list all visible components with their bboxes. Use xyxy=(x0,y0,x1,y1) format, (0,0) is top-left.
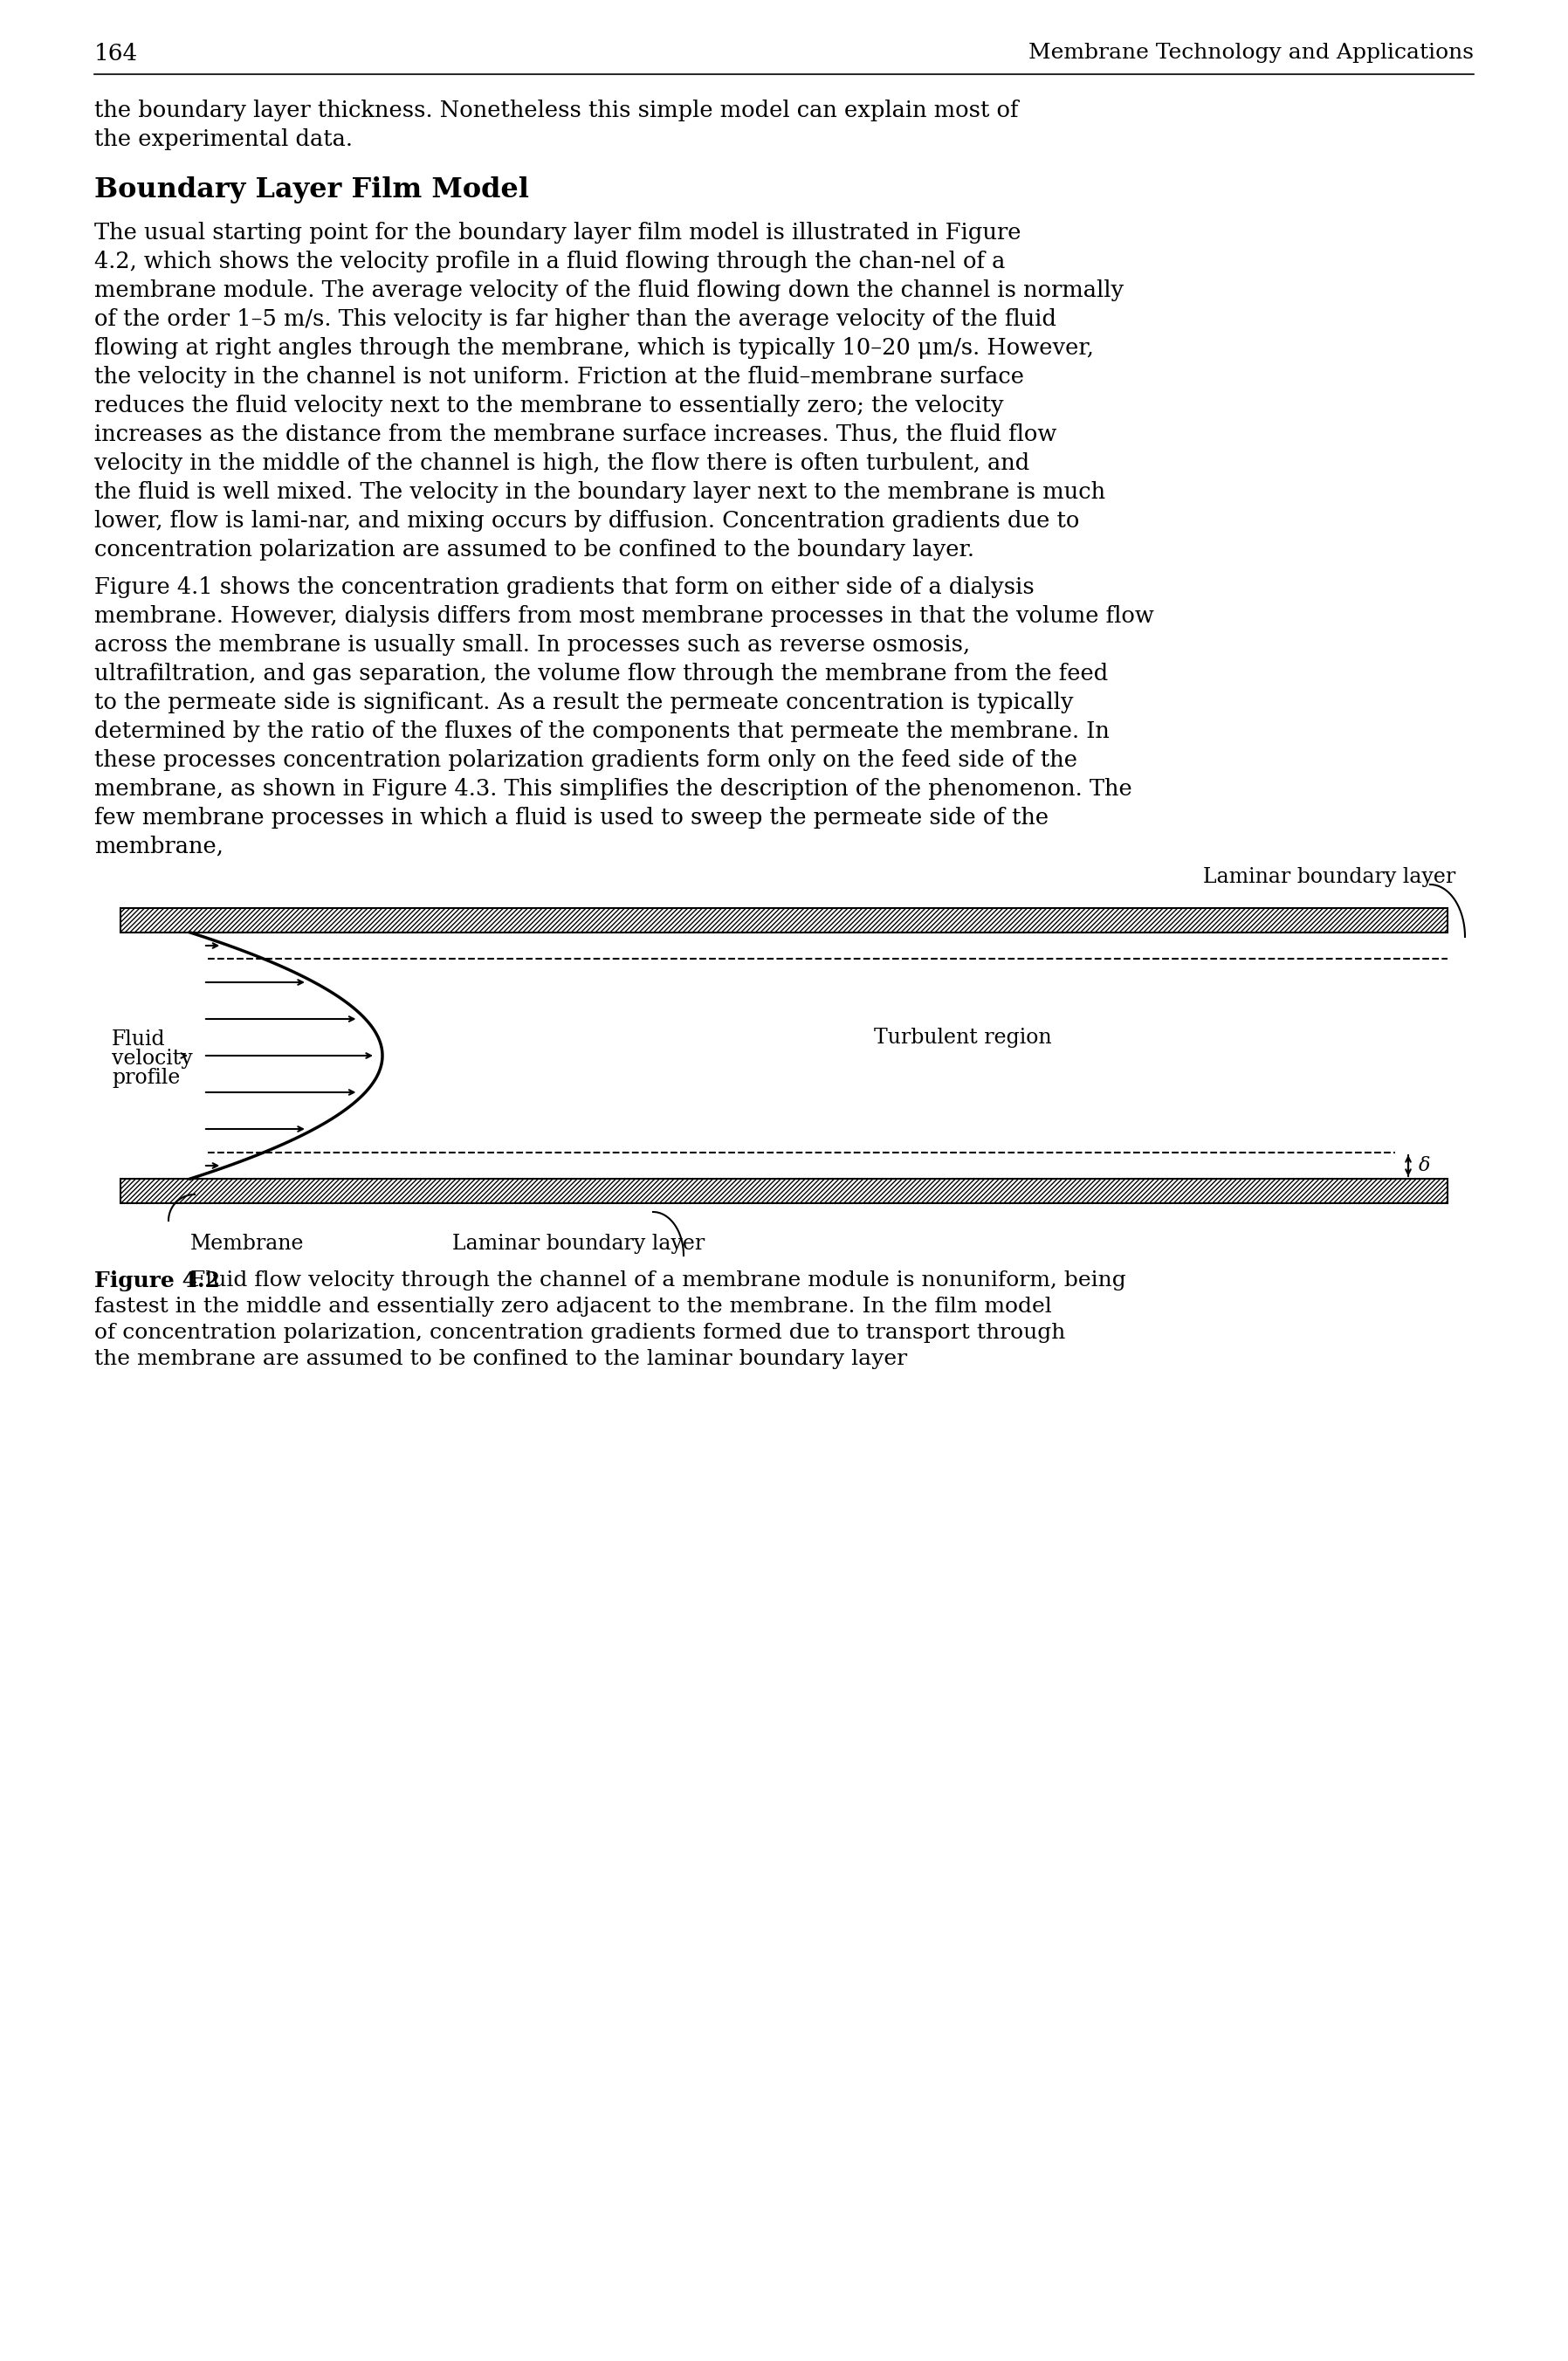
Text: concentration polarization are assumed to be confined to the boundary layer.: concentration polarization are assumed t… xyxy=(94,538,974,560)
Text: 4.2, which shows the velocity profile in a fluid flowing through the chan­nel of: 4.2, which shows the velocity profile in… xyxy=(94,250,1005,272)
Text: Laminar boundary layer: Laminar boundary layer xyxy=(1203,866,1455,888)
Text: 164: 164 xyxy=(94,42,138,64)
Text: Figure 4.2: Figure 4.2 xyxy=(94,1270,220,1291)
Text: these processes concentration polarization gradients form only on the feed side : these processes concentration polarizati… xyxy=(94,748,1077,772)
Text: determined by the ratio of the fluxes of the components that permeate the membra: determined by the ratio of the fluxes of… xyxy=(94,720,1110,741)
Text: the membrane are assumed to be confined to the laminar boundary layer: the membrane are assumed to be confined … xyxy=(94,1348,908,1369)
Text: of concentration polarization, concentration gradients formed due to transport t: of concentration polarization, concentra… xyxy=(94,1322,1065,1343)
Text: Membrane Technology and Applications: Membrane Technology and Applications xyxy=(1029,42,1474,64)
Text: the velocity in the channel is not uniform. Friction at the fluid–membrane surfa: the velocity in the channel is not unifo… xyxy=(94,366,1024,387)
Text: the boundary layer thickness. Nonetheless this simple model can explain most of: the boundary layer thickness. Nonetheles… xyxy=(94,99,1018,120)
Text: the fluid is well mixed. The velocity in the boundary layer next to the membrane: the fluid is well mixed. The velocity in… xyxy=(94,482,1105,503)
Text: Figure 4.1 shows the concentration gradients that form on either side of a dialy: Figure 4.1 shows the concentration gradi… xyxy=(94,576,1035,597)
Text: across the membrane is usually small. In processes such as reverse osmosis,: across the membrane is usually small. In… xyxy=(94,633,971,656)
Text: Turbulent region: Turbulent region xyxy=(873,1027,1052,1048)
Text: δ: δ xyxy=(1419,1157,1430,1176)
Text: Fluid: Fluid xyxy=(111,1029,166,1051)
Text: to the permeate side is significant. As a result the permeate concentration is t: to the permeate side is significant. As … xyxy=(94,692,1074,713)
Text: Membrane: Membrane xyxy=(190,1235,304,1254)
Text: the experimental data.: the experimental data. xyxy=(94,127,353,151)
Bar xyxy=(121,1178,1447,1204)
Text: velocity: velocity xyxy=(111,1048,193,1070)
Text: membrane,: membrane, xyxy=(94,836,223,857)
Text: profile: profile xyxy=(111,1067,180,1088)
Text: Boundary Layer Film Model: Boundary Layer Film Model xyxy=(94,177,528,203)
Text: increases as the distance from the membrane surface increases. Thus, the fluid f: increases as the distance from the membr… xyxy=(94,423,1057,446)
Text: The usual starting point for the boundary layer film model is illustrated in Fig: The usual starting point for the boundar… xyxy=(94,222,1021,243)
Bar xyxy=(121,909,1447,933)
Text: ultrafiltration, and gas separation, the volume flow through the membrane from t: ultrafiltration, and gas separation, the… xyxy=(94,663,1109,685)
Text: membrane module. The average velocity of the fluid flowing down the channel is n: membrane module. The average velocity of… xyxy=(94,279,1124,302)
Text: velocity in the middle of the channel is high, the flow there is often turbulent: velocity in the middle of the channel is… xyxy=(94,453,1030,475)
Text: few membrane processes in which a fluid is used to sweep the permeate side of th: few membrane processes in which a fluid … xyxy=(94,807,1049,829)
Text: flowing at right angles through the membrane, which is typically 10–20 μm/s. How: flowing at right angles through the memb… xyxy=(94,338,1094,359)
Text: reduces the fluid velocity next to the membrane to essentially zero; the velocit: reduces the fluid velocity next to the m… xyxy=(94,394,1004,416)
Text: membrane. However, dialysis differs from most membrane processes in that the vol: membrane. However, dialysis differs from… xyxy=(94,604,1154,628)
Text: Fluid flow velocity through the channel of a membrane module is nonuniform, bein: Fluid flow velocity through the channel … xyxy=(190,1270,1126,1291)
Text: Laminar boundary layer: Laminar boundary layer xyxy=(452,1235,704,1254)
Text: lower, flow is lami­nar, and mixing occurs by diffusion. Concentration gradients: lower, flow is lami­nar, and mixing occu… xyxy=(94,510,1079,531)
Text: fastest in the middle and essentially zero adjacent to the membrane. In the film: fastest in the middle and essentially ze… xyxy=(94,1296,1052,1317)
Text: membrane, as shown in Figure 4.3. This simplifies the description of the phenome: membrane, as shown in Figure 4.3. This s… xyxy=(94,779,1132,800)
Text: of the order 1–5 m/s. This velocity is far higher than the average velocity of t: of the order 1–5 m/s. This velocity is f… xyxy=(94,309,1057,331)
